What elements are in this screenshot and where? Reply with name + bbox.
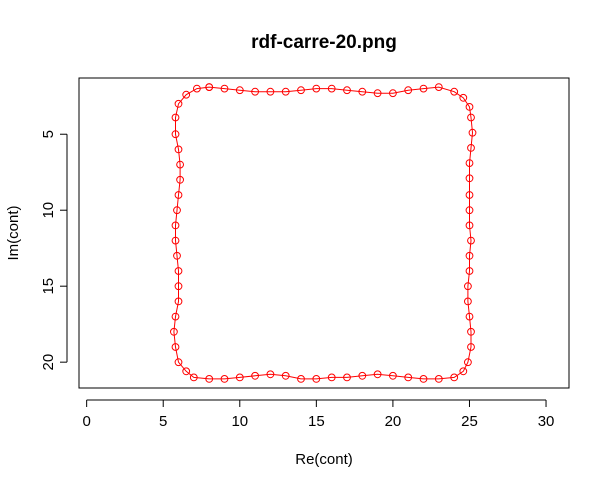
x-axis: 0 5 10 15 20 25 30 [82,400,554,430]
x-tick-label: 30 [538,413,555,430]
x-tick-label: 25 [461,413,478,430]
plot-area-frame [79,78,569,388]
series-points [171,84,476,383]
y-axis: 5 10 15 20 [40,130,67,370]
x-tick-label: 10 [231,413,248,430]
chart-title: rdf-carre-20.png [251,32,397,53]
x-tick-label: 20 [385,413,402,430]
series-line [174,87,473,379]
y-tick-label: 5 [40,130,57,138]
x-tick-label: 5 [159,413,167,430]
y-tick-label: 20 [40,354,57,371]
x-tick-label: 15 [308,413,325,430]
y-tick-label: 10 [40,202,57,219]
x-tick-label: 0 [82,413,90,430]
y-axis-label: Im(cont) [5,205,22,260]
x-axis-label: Re(cont) [295,451,353,468]
y-tick-label: 15 [40,278,57,295]
